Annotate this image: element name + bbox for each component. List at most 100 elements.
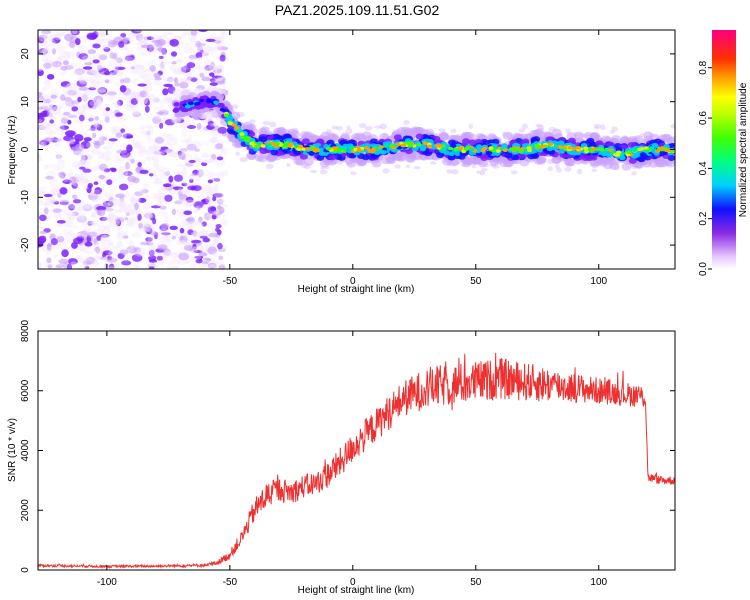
heatmap-cell <box>249 119 256 123</box>
heatmap-cell <box>78 77 87 83</box>
heatmap-cell <box>115 112 123 117</box>
heatmap-cell <box>133 262 141 269</box>
heatmap-cell <box>193 158 203 163</box>
heatmap-cell <box>265 163 274 170</box>
heatmap-cell <box>195 52 203 59</box>
heatmap-cell <box>172 191 179 195</box>
heatmap-cell <box>53 254 59 259</box>
heatmap-cell <box>44 202 51 207</box>
heatmap-cell <box>194 104 202 110</box>
heatmap-cell <box>71 176 76 185</box>
heatmap-cell <box>208 232 219 238</box>
heatmap-cell <box>147 236 154 244</box>
heatmap-cell <box>78 114 85 122</box>
heatmap-cell <box>44 175 54 180</box>
heatmap-cell <box>56 154 61 161</box>
heatmap-cell <box>589 154 598 161</box>
heatmap-cell <box>363 146 369 150</box>
heatmap-cell <box>408 143 414 148</box>
colorbar-ticks: 0.0 0.2 0.4 0.6 0.8 <box>698 60 712 276</box>
heatmap-cell <box>146 225 156 233</box>
heatmap-cell <box>65 83 73 89</box>
heatmap-cell <box>38 186 47 191</box>
heatmap-cell <box>98 58 104 66</box>
heatmap-cell <box>184 42 191 48</box>
heatmap-cell <box>74 68 85 75</box>
heatmap-cell <box>98 134 104 143</box>
heatmap-cell <box>199 98 205 103</box>
heatmap-cell <box>187 101 193 106</box>
heatmap-cell <box>518 128 526 133</box>
heatmap-cell <box>413 166 421 170</box>
heatmap-cell <box>84 250 89 254</box>
heatmap-cell <box>159 99 165 108</box>
heatmap-cell <box>122 37 130 42</box>
heatmap-cell <box>62 179 73 184</box>
heatmap-cell <box>77 96 82 103</box>
heatmap-cell <box>73 110 85 116</box>
heatmap-cell <box>346 125 351 130</box>
heatmap-cell <box>154 165 166 172</box>
heatmap-cell <box>102 250 113 256</box>
heatmap-cell <box>217 76 223 82</box>
heatmap-cell <box>535 123 543 128</box>
heatmap-cell <box>85 203 94 212</box>
heatmap-cell <box>106 216 114 224</box>
heatmap-cell <box>235 151 240 157</box>
heatmap-cell <box>155 196 162 202</box>
heatmap-cell <box>521 123 528 130</box>
heatmap-cell <box>173 174 184 182</box>
heatmap-cell <box>127 171 132 177</box>
heatmap-cell <box>103 71 111 76</box>
heatmap-cell <box>193 249 203 253</box>
heatmap-cell <box>131 232 142 238</box>
heatmap-cell <box>44 44 49 53</box>
heatmap-cell <box>196 205 202 211</box>
heatmap-cell <box>38 214 47 222</box>
heatmap-cell <box>495 149 501 153</box>
heatmap-cell <box>142 85 153 92</box>
heatmap-cell <box>80 246 87 252</box>
heatmap-cell <box>335 126 343 131</box>
heatmap-cell <box>145 213 153 219</box>
heatmap-cell <box>206 223 214 229</box>
heatmap-cell <box>38 154 43 162</box>
heatmap-cell <box>46 257 52 264</box>
heatmap-cell <box>46 73 55 80</box>
snr-series-line <box>38 352 675 570</box>
heatmap-cell <box>144 93 156 98</box>
snr-y-ticks: 0 2000 4000 6000 8000 <box>20 319 675 573</box>
heatmap-cell <box>361 154 370 161</box>
heatmap-cell <box>160 172 167 179</box>
heatmap-cell <box>49 178 58 186</box>
heatmap-cell <box>93 247 104 254</box>
heatmap-cell <box>163 61 171 65</box>
heatmap-cell <box>58 159 66 163</box>
heatmap-cell <box>56 235 65 243</box>
heatmap-cell <box>88 116 97 123</box>
heatmap-cell <box>81 103 90 111</box>
heatmap-cell <box>82 55 90 63</box>
heatmap-cell <box>205 183 212 188</box>
heatmap-cell <box>74 173 85 181</box>
heatmap-cell <box>383 144 389 148</box>
heatmap-cell <box>101 228 111 236</box>
heatmap-cell <box>67 114 78 119</box>
heatmap-cell <box>78 129 90 136</box>
heatmap-cell <box>146 132 151 141</box>
heatmap-cell <box>44 128 54 136</box>
heatmap-cell <box>183 30 188 36</box>
heatmap-cell <box>56 139 64 143</box>
heatmap-cell <box>193 255 202 261</box>
heatmap-cell <box>164 137 175 142</box>
heatmap-cell <box>216 156 224 161</box>
heatmap-cell <box>169 65 178 71</box>
heatmap-cell <box>627 142 636 149</box>
heatmap-cell <box>130 80 136 84</box>
heatmap-cell <box>187 133 193 140</box>
heatmap-cell <box>52 211 62 219</box>
heatmap-cell <box>536 144 542 149</box>
heatmap-cell <box>80 154 86 162</box>
heatmap-cell <box>54 223 63 227</box>
